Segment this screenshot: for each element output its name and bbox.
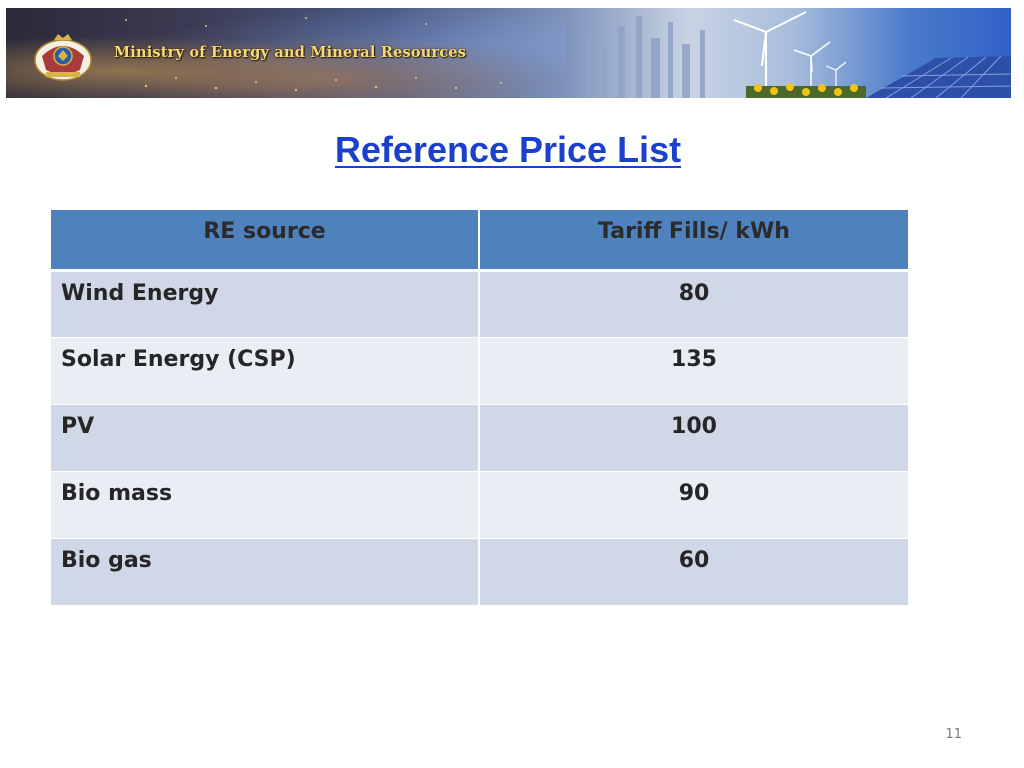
page-title: Reference Price List <box>334 129 682 170</box>
reference-price-table: RE source Tariff Fills/ kWh Wind Energy … <box>51 210 908 606</box>
table-row: Solar Energy (CSP) 135 <box>51 337 908 405</box>
table-row: PV 100 <box>51 404 908 472</box>
table-row: Bio gas 60 <box>51 538 908 606</box>
re-source-cell: Bio gas <box>51 538 480 606</box>
banner-scene <box>125 11 1011 98</box>
page-number: 11 <box>945 727 962 742</box>
re-source-cell: Bio mass <box>51 471 480 539</box>
jordan-coat-of-arms-icon <box>34 34 92 81</box>
table-header-row: RE source Tariff Fills/ kWh <box>51 210 908 272</box>
tariff-cell: 80 <box>479 270 908 338</box>
city-lights <box>125 17 502 92</box>
table-row: Wind Energy 80 <box>51 270 908 338</box>
solar-panel-icon <box>866 55 1011 98</box>
city-lights-background <box>6 8 566 98</box>
tariff-cell: 135 <box>479 337 908 405</box>
wind-turbine-icon <box>733 11 847 90</box>
ministry-banner: Ministry of Energy and Mineral Resources <box>6 8 1011 98</box>
re-source-cell: PV <box>51 404 480 472</box>
tariff-cell: 100 <box>479 404 908 472</box>
sunflowers <box>746 83 866 98</box>
tariff-cell: 90 <box>479 471 908 539</box>
re-source-cell: Solar Energy (CSP) <box>51 337 480 405</box>
tariff-cell: 60 <box>479 538 908 606</box>
table-row: Bio mass 90 <box>51 471 908 539</box>
refinery-towers <box>586 16 705 98</box>
column-header-re-source: RE source <box>51 210 480 272</box>
re-source-cell: Wind Energy <box>51 270 480 338</box>
column-header-tariff: Tariff Fills/ kWh <box>479 210 908 272</box>
ministry-name: Ministry of Energy and Mineral Resources <box>114 44 467 61</box>
